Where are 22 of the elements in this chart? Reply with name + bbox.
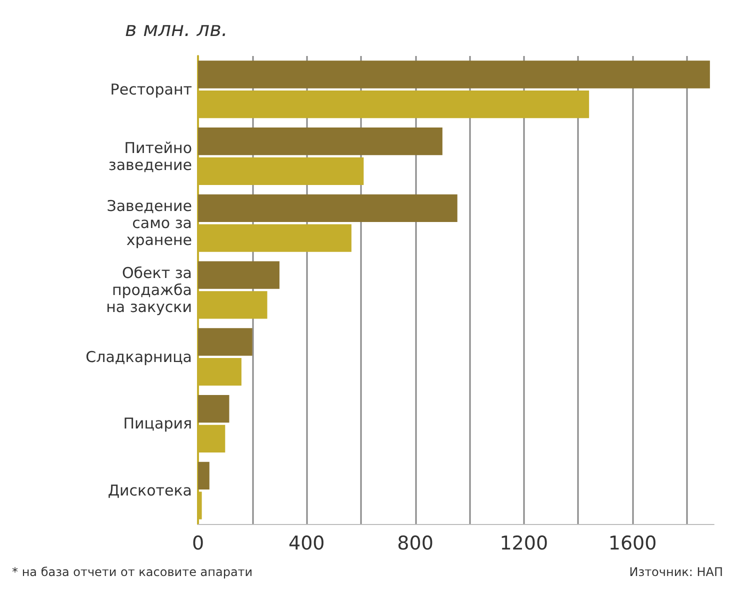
- bar: [198, 128, 442, 156]
- x-tick-label: 0: [192, 532, 204, 554]
- y-tick-label: Дискотека: [108, 482, 192, 500]
- chart-title: в млн. лв.: [125, 17, 228, 41]
- x-tick-label: 400: [288, 532, 325, 554]
- bar: [198, 60, 710, 88]
- bar: [198, 261, 280, 289]
- y-tick-label: Заведение само за хранене: [106, 197, 192, 250]
- y-tick-label: Сладкарница: [86, 348, 192, 366]
- y-tick-label: Ресторант: [110, 80, 192, 98]
- text: * на база отчети от касовите апарати: [12, 565, 253, 579]
- x-tick-label: 1600: [608, 532, 657, 554]
- y-tick-label: Питейно заведение: [108, 138, 192, 174]
- y-tick-label: Пицария: [123, 414, 192, 433]
- bar: [198, 328, 252, 356]
- bar: [198, 394, 230, 423]
- x-tick-label: 800: [397, 532, 434, 554]
- bar: [198, 462, 210, 490]
- text: Източник: НАП: [629, 565, 724, 579]
- x-tick-label: 1200: [500, 532, 548, 554]
- bar: [198, 194, 458, 222]
- y-tick-label: Обект за продажба на закуски: [106, 264, 192, 316]
